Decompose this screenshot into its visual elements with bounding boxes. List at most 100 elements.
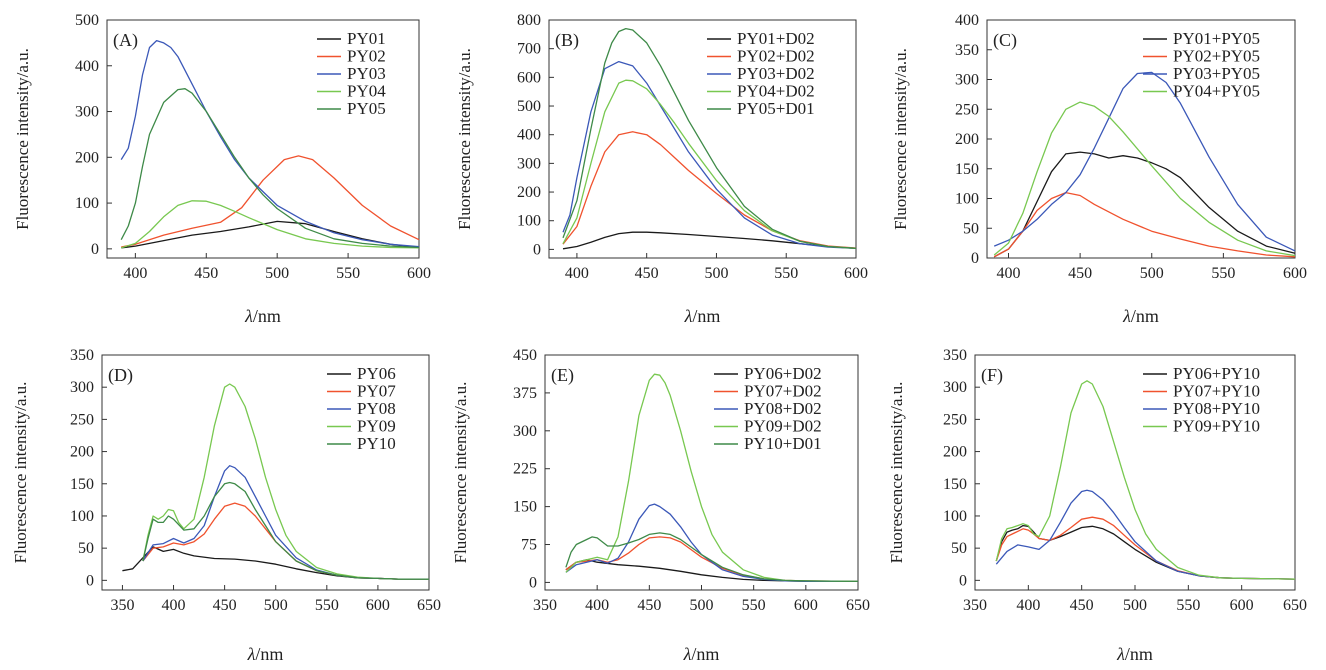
y-tick-label: 400 [517, 127, 541, 144]
panel-label: (C) [993, 30, 1017, 51]
x-tick-label: 350 [963, 597, 987, 614]
y-axis-label: Fluorescence intensity/a.u. [11, 382, 30, 564]
x-tick-label: 600 [794, 597, 818, 614]
x-axis-label: λ/nm [1122, 306, 1159, 326]
legend-entry: PY01+D02 [737, 29, 815, 48]
y-tick-label: 500 [517, 98, 541, 115]
x-tick-label: 500 [265, 265, 289, 282]
y-tick-label: 50 [78, 540, 94, 557]
series-line-py08-plus-d02 [565, 503, 858, 583]
y-tick-label: 300 [943, 379, 967, 396]
y-tick-label: 0 [86, 572, 94, 589]
legend-entry: PY09+D02 [744, 417, 822, 436]
x-tick-label: 450 [213, 597, 237, 614]
series-line-py01-plus-d02 [562, 231, 857, 250]
x-tick-label: 600 [407, 265, 431, 282]
y-tick-label: 0 [533, 241, 541, 258]
y-tick-label: 300 [513, 423, 537, 440]
y-tick-label: 300 [955, 72, 979, 89]
x-tick-label: 400 [996, 265, 1020, 282]
y-tick-label: 600 [517, 69, 541, 86]
x-tick-label: 450 [635, 265, 659, 282]
y-tick-label: 350 [70, 347, 94, 364]
legend-entry: PY04 [347, 82, 386, 101]
series-line-py09-plus-d02 [565, 373, 859, 583]
y-axis-label: Fluorescence intensity/a.u. [891, 48, 910, 230]
x-tick-label: 500 [1123, 597, 1147, 614]
y-tick-label: 800 [517, 12, 541, 29]
series-line-py07 [142, 502, 429, 580]
y-tick-label: 200 [943, 444, 967, 461]
panel-label: (B) [555, 30, 579, 51]
legend-entry: PY08 [357, 399, 396, 418]
y-tick-label: 75 [521, 537, 537, 554]
y-tick-label: 350 [943, 347, 967, 364]
legend-entry: PY06 [357, 364, 396, 383]
panel-label: (D) [108, 365, 133, 386]
x-axis-label: λ/nm [1116, 644, 1153, 664]
y-tick-label: 500 [75, 12, 99, 29]
series-line-py03 [120, 39, 420, 248]
plot-frame [548, 19, 857, 259]
y-tick-label: 300 [70, 379, 94, 396]
panel-b: 400 450 500 550 600 0 100 200 300 400 500 600 700 800… [455, 12, 868, 326]
y-tick-label: 300 [75, 104, 99, 121]
series-line-py05-plus-d01 [562, 27, 857, 249]
panel-a: 400 450 500 550 600 0 100 200 300 400 500 Fluoresce… [13, 12, 431, 326]
legend-entry: PY03+PY05 [1173, 64, 1260, 83]
y-axis-label: Fluorescence intensity/a.u. [455, 48, 474, 230]
x-tick-label: 400 [565, 265, 589, 282]
y-tick-label: 375 [513, 385, 537, 402]
x-axis-label: λ/nm [683, 644, 720, 664]
series-line-py06 [122, 546, 429, 580]
y-tick-label: 300 [517, 155, 541, 172]
x-tick-label: 550 [1176, 597, 1200, 614]
x-tick-label: 600 [844, 265, 868, 282]
legend-entry: PY08+D02 [744, 399, 822, 418]
y-tick-label: 100 [943, 508, 967, 525]
legend-entry: PY05 [347, 99, 386, 118]
series-line-py09-plus-py10 [995, 380, 1296, 580]
legend-entry: PY04+PY05 [1173, 82, 1260, 101]
panel-label: (F) [981, 365, 1003, 386]
y-tick-label: 200 [955, 131, 979, 148]
panel-e: 350 400 450 500 550 600 650 0 75 150 225 300 375 450 F… [451, 347, 870, 664]
x-axis-label: λ/nm [684, 306, 721, 326]
series-line-py08-plus-py10 [995, 489, 1296, 580]
series-line-py02-plus-d02 [562, 131, 857, 249]
legend-entry: PY05+D01 [737, 99, 815, 118]
series-line-py04-plus-py05 [993, 101, 1296, 257]
legend-entry: PY02 [347, 47, 386, 66]
legend-entry: PY10+D01 [744, 434, 822, 453]
y-axis-label: Fluorescence intensity/a.u. [451, 382, 470, 564]
x-tick-label: 400 [1016, 597, 1040, 614]
legend-entry: PY01 [347, 29, 386, 48]
x-tick-label: 450 [637, 597, 661, 614]
y-tick-label: 0 [91, 241, 99, 258]
y-tick-label: 400 [955, 12, 979, 29]
x-tick-label: 600 [366, 597, 390, 614]
y-tick-label: 150 [955, 161, 979, 178]
y-tick-label: 100 [70, 508, 94, 525]
x-tick-label: 550 [742, 597, 766, 614]
legend-entry: PY10 [357, 434, 396, 453]
x-tick-label: 650 [846, 597, 870, 614]
series-line-py02 [121, 155, 420, 248]
y-axis-label: Fluorescence intensity/a.u. [13, 48, 32, 230]
y-tick-label: 100 [517, 213, 541, 230]
panel-label: (E) [551, 365, 574, 386]
y-axis-label: Fluorescence intensity/a.u. [887, 382, 906, 564]
x-tick-label: 400 [123, 265, 147, 282]
series-line-py03-plus-d02 [562, 60, 857, 249]
x-tick-label: 500 [264, 597, 288, 614]
y-tick-label: 700 [517, 41, 541, 58]
series-line-py08 [142, 465, 429, 580]
x-tick-label: 550 [336, 265, 360, 282]
panel-c: 400 450 500 550 600 0 50 100 150 200 250 300 350 400 F… [891, 12, 1307, 326]
y-tick-label: 150 [943, 476, 967, 493]
legend-entry: PY07+D02 [744, 382, 822, 401]
series-line-py09 [142, 383, 429, 580]
y-tick-label: 100 [955, 191, 979, 208]
series-line-py10 [142, 481, 429, 580]
